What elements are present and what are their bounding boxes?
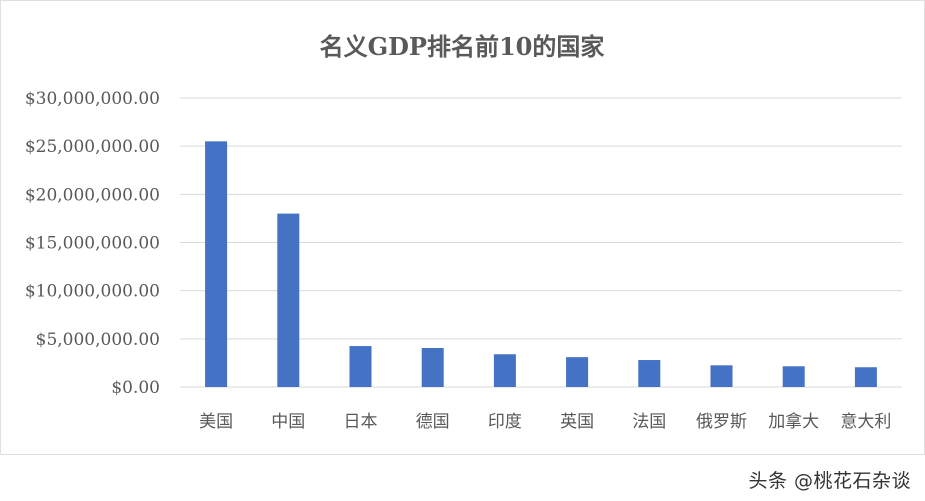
bar-5 <box>566 357 589 387</box>
y-tick-label: $30,000,000.00 <box>25 89 160 109</box>
x-tick-label: 德国 <box>416 412 450 432</box>
x-tick-label: 日本 <box>344 412 378 432</box>
y-tick-label: $5,000,000.00 <box>36 330 160 350</box>
x-tick-label: 美国 <box>199 412 233 432</box>
y-tick-label: $0.00 <box>111 378 160 398</box>
watermark: 头条 @桃花石杂谈 <box>748 470 911 492</box>
bar-chart: 名义GDP排名前10的国家 $0.00 $5,000,000.00 $10,000,… <box>25 32 902 432</box>
x-tick-label: 俄罗斯 <box>696 412 747 432</box>
x-tick-label: 印度 <box>488 412 522 432</box>
x-tick-label: 意大利 <box>840 412 891 432</box>
bar-4 <box>493 354 516 387</box>
bar-6 <box>638 360 661 387</box>
bars <box>205 141 877 387</box>
y-tick-label: $15,000,000.00 <box>25 234 160 254</box>
x-tick-label: 加拿大 <box>768 411 819 432</box>
bar-8 <box>782 366 805 387</box>
y-tick-label: $10,000,000.00 <box>25 282 160 302</box>
x-tick-label: 英国 <box>560 412 594 432</box>
bar-0 <box>205 141 228 387</box>
bar-1 <box>277 213 300 387</box>
bar-2 <box>349 346 372 387</box>
x-axis-ticks: 美国 中国 日本 德国 印度 英国 法国 俄罗斯 加拿大 意大利 <box>199 411 891 432</box>
grid-lines <box>180 97 902 388</box>
y-tick-label: $20,000,000.00 <box>25 185 160 205</box>
chart-frame <box>0 0 925 455</box>
bar-7 <box>710 365 733 387</box>
y-tick-label: $25,000,000.00 <box>25 137 160 157</box>
chart-title: 名义GDP排名前10的国家 <box>320 32 605 61</box>
bar-3 <box>421 347 444 387</box>
x-tick-label: 中国 <box>271 412 305 432</box>
x-tick-label: 法国 <box>632 412 666 432</box>
y-axis-ticks: $0.00 $5,000,000.00 $10,000,000.00 $15,000,… <box>25 89 160 398</box>
bar-9 <box>854 367 877 387</box>
